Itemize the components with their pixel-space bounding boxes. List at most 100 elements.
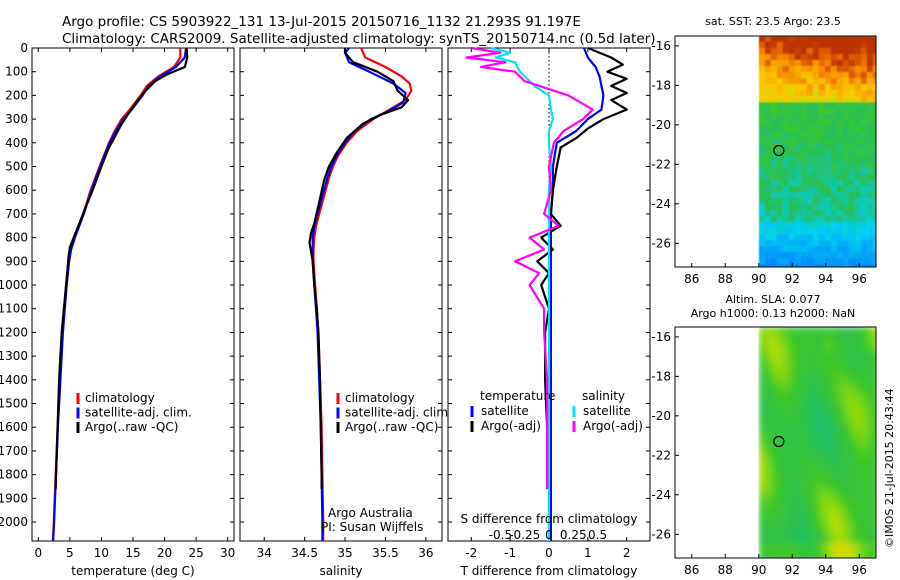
heatmap-cell (764, 525, 772, 532)
heatmap-cell (860, 399, 868, 406)
heatmap-cell (836, 168, 844, 175)
heatmap-cell (854, 84, 862, 91)
heatmap-cell (854, 489, 862, 496)
heatmap-cell (860, 120, 868, 127)
heatmap-cell (860, 186, 868, 193)
x-tick-label: 36 (418, 546, 433, 560)
heatmap-cell (788, 447, 796, 454)
depth-tick-label: 1100 (0, 302, 28, 316)
heatmap-cell (824, 369, 832, 376)
heatmap-cell (764, 168, 772, 175)
heatmap-cell (794, 501, 802, 508)
depth-tick-label: 200 (5, 88, 28, 102)
heatmap-cell (842, 399, 850, 406)
heatmap-cell (782, 84, 790, 91)
heatmap-cell (770, 471, 778, 478)
heatmap-cell (866, 519, 874, 526)
heatmap-cell (794, 453, 802, 460)
heatmap-cell (842, 72, 850, 79)
heatmap-cell (782, 453, 790, 460)
heatmap-cell (794, 216, 802, 223)
heatmap-cell (836, 198, 844, 205)
heatmap-cell (848, 252, 856, 259)
heatmap-cell (794, 399, 802, 406)
heatmap-cell (782, 465, 790, 472)
heatmap-cell (812, 363, 820, 370)
heatmap-cell (836, 228, 844, 235)
heatmap-cell (872, 60, 876, 67)
heatmap-cell (842, 180, 850, 187)
heatmap-cell (830, 228, 838, 235)
heatmap-cell (836, 36, 844, 43)
heatmap-cell (758, 42, 766, 49)
heatmap-cell (758, 537, 766, 544)
heatmap-cell (836, 351, 844, 358)
heatmap-cell (812, 66, 820, 73)
heatmap-cell (854, 411, 862, 418)
heatmap-cell (812, 447, 820, 454)
heatmap-cell (854, 525, 862, 532)
depth-tick-label: 1200 (0, 325, 28, 339)
heatmap-cell (806, 369, 814, 376)
heatmap-cell (758, 339, 766, 346)
heatmap-cell (800, 228, 808, 235)
heatmap-cell (842, 60, 850, 67)
heatmap-cell (782, 423, 790, 430)
heatmap-cell (830, 429, 838, 436)
heatmap-cell (848, 417, 856, 424)
heatmap-cell (758, 363, 766, 370)
heatmap-cell (836, 156, 844, 163)
heatmap-cell (818, 381, 826, 388)
heatmap-cell (836, 447, 844, 454)
heatmap-cell (848, 84, 856, 91)
heatmap-cell (824, 228, 832, 235)
heatmap-cell (812, 90, 820, 97)
heatmap-cell (764, 36, 772, 43)
heatmap-cell (830, 90, 838, 97)
heatmap-cell (836, 393, 844, 400)
heatmap-cell (806, 339, 814, 346)
heatmap-cell (842, 120, 850, 127)
heatmap-cell (860, 369, 868, 376)
heatmap-cell (758, 333, 766, 340)
heatmap-cell (860, 441, 868, 448)
heatmap-cell (872, 477, 876, 484)
heatmap-cell (776, 252, 784, 259)
heatmap-cell (776, 96, 784, 103)
heatmap-cell (764, 507, 772, 514)
heatmap-cell (812, 168, 820, 175)
heatmap-cell (854, 447, 862, 454)
heatmap-cell (800, 204, 808, 211)
heatmap-cell (860, 351, 868, 358)
heatmap-cell (806, 471, 814, 478)
heatmap-cell (794, 174, 802, 181)
heatmap-cell (806, 375, 814, 382)
heatmap-cell (866, 423, 874, 430)
heatmap-cell (824, 78, 832, 85)
heatmap-cell (758, 519, 766, 526)
heatmap-cell (758, 192, 766, 199)
heatmap-cell (824, 345, 832, 352)
heatmap-cell (770, 549, 778, 556)
heatmap-cell (770, 72, 778, 79)
heatmap-cell (794, 459, 802, 466)
heatmap-cell (788, 375, 796, 382)
lon-tick-label: 96 (852, 272, 867, 286)
heatmap-cell (776, 144, 784, 151)
heatmap-cell (770, 198, 778, 205)
heatmap-cell (824, 204, 832, 211)
heatmap-cell (872, 327, 876, 334)
heatmap-cell (800, 120, 808, 127)
heatmap-cell (770, 264, 778, 267)
heatmap-cell (782, 258, 790, 265)
heatmap-cell (764, 96, 772, 103)
heatmap-cell (764, 252, 772, 259)
heatmap-cell (758, 66, 766, 73)
heatmap-cell (758, 144, 766, 151)
heatmap-cell (830, 333, 838, 340)
heatmap-cell (794, 258, 802, 265)
heatmap-cell (782, 78, 790, 85)
heatmap-cell (806, 96, 814, 103)
heatmap-cell (818, 369, 826, 376)
heatmap-cell (824, 90, 832, 97)
